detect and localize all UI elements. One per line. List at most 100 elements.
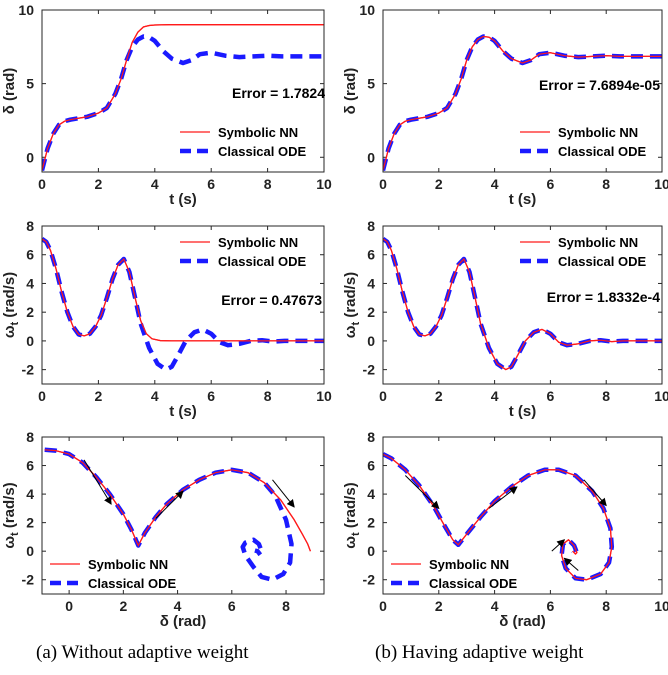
y-axis-label: ωt (rad/s) <box>342 482 362 548</box>
legend-label-classical: Classical ODE <box>429 576 517 591</box>
y-axis-label: ωt (rad/s) <box>1 482 21 548</box>
series-symbolic-nn-overlay <box>42 24 324 171</box>
x-tick-label: 6 <box>547 176 555 192</box>
x-tick-label: 10 <box>654 598 668 614</box>
legend-label-classical: Classical ODE <box>218 254 306 269</box>
y-axis-label: ωt (rad/s) <box>1 272 21 338</box>
x-tick-label: 4 <box>491 388 499 404</box>
legend: Symbolic NN Classical ODE <box>180 125 306 159</box>
y-tick-label: 2 <box>26 304 34 320</box>
x-tick-label: 0 <box>379 388 387 404</box>
y-tick-label: 0 <box>26 149 34 165</box>
x-axis-label: t (s) <box>509 403 537 420</box>
y-tick-label: -2 <box>22 362 35 378</box>
y-axis-label: δ (rad) <box>1 68 18 115</box>
plot-frame <box>382 436 663 595</box>
x-tick-label: 4 <box>151 176 159 192</box>
y-axis-label: ωt (rad/s) <box>342 272 362 338</box>
x-axis-label: t (s) <box>169 191 197 208</box>
chart-a-delta: 0 2 4 6 8 10 0 5 10 t (s) δ (rad) Error = 1.7824 Sym… <box>1 2 332 208</box>
x-tick-label: 0 <box>65 598 73 614</box>
series-symbolic-nn-overlay <box>42 238 324 342</box>
y-tick-label: 2 <box>367 515 375 531</box>
caption-b: (b) Having adaptive weight <box>375 642 584 663</box>
series-symbolic-nn-overlay <box>44 449 311 552</box>
x-tick-label: 8 <box>602 176 610 192</box>
legend-label-classical: Classical ODE <box>218 144 306 159</box>
y-tick-label: 8 <box>367 429 375 445</box>
y-tick-label: 6 <box>367 458 375 474</box>
x-tick-label: 6 <box>228 598 236 614</box>
x-tick-label: 2 <box>435 598 443 614</box>
y-tick-label: 10 <box>18 2 34 18</box>
legend-label-symbolic: Symbolic NN <box>218 235 298 250</box>
y-tick-label: -2 <box>22 572 35 588</box>
y-tick-label: 5 <box>26 76 34 92</box>
plot-frame <box>41 436 325 595</box>
series-symbolic-nn-overlay <box>383 238 662 371</box>
direction-arrow <box>272 479 295 508</box>
y-tick-label: 4 <box>367 275 375 291</box>
plot-frame <box>382 225 663 385</box>
plot-frame <box>41 9 325 173</box>
x-tick-label: 10 <box>316 388 332 404</box>
chart-a-phase: 0 2 4 6 8 -2 0 2 4 6 8 δ (rad) ωt (rad/s) Symbolic NN… <box>1 429 325 630</box>
y-tick-label: 0 <box>367 333 375 349</box>
x-tick-label: 2 <box>435 388 443 404</box>
y-tick-label: 8 <box>26 218 34 234</box>
direction-arrow <box>155 490 184 519</box>
y-tick-label: -2 <box>363 362 376 378</box>
x-tick-label: 8 <box>264 176 272 192</box>
x-tick-label: 6 <box>547 388 555 404</box>
error-annotation: Error = 1.8332e-4 <box>547 289 660 305</box>
direction-arrow <box>551 539 566 552</box>
x-tick-label: 6 <box>207 176 215 192</box>
error-annotation: Error = 0.47673 <box>221 292 322 308</box>
legend: Symbolic NN Classical ODE <box>391 557 517 591</box>
y-tick-label: 2 <box>367 304 375 320</box>
x-tick-label: 0 <box>379 176 387 192</box>
x-tick-label: 8 <box>282 598 290 614</box>
x-tick-label: 4 <box>491 598 499 614</box>
legend-label-classical: Classical ODE <box>558 254 646 269</box>
y-tick-label: 6 <box>367 247 375 263</box>
chart-b-delta: 0 2 4 6 8 10 0 5 10 t (s) δ (rad) Error = 7.6894e-0… <box>342 2 668 208</box>
y-tick-label: 4 <box>367 486 375 502</box>
y-tick-label: 6 <box>26 247 34 263</box>
direction-arrow <box>488 486 518 509</box>
y-tick-label: 6 <box>26 458 34 474</box>
legend-label-symbolic: Symbolic NN <box>218 125 298 140</box>
direction-arrow <box>404 475 440 510</box>
y-tick-label: 0 <box>367 543 375 559</box>
x-axis-label: t (s) <box>169 403 197 420</box>
direction-arrow <box>563 557 579 571</box>
legend: Symbolic NN Classical ODE <box>520 125 646 159</box>
x-tick-label: 4 <box>491 176 499 192</box>
x-tick-label: 0 <box>38 176 46 192</box>
x-tick-label: 2 <box>119 598 127 614</box>
y-tick-label: 8 <box>26 429 34 445</box>
x-tick-label: 10 <box>654 388 668 404</box>
legend: Symbolic NN Classical ODE <box>520 235 646 269</box>
series-symbolic-nn-overlay <box>383 35 662 171</box>
y-tick-label: -2 <box>363 572 376 588</box>
x-tick-label: 8 <box>264 388 272 404</box>
x-axis-label: δ (rad) <box>499 613 546 630</box>
x-tick-label: 2 <box>95 176 103 192</box>
x-tick-label: 10 <box>316 176 332 192</box>
y-tick-label: 8 <box>367 218 375 234</box>
x-tick-label: 8 <box>602 598 610 614</box>
y-tick-label: 0 <box>26 333 34 349</box>
x-tick-label: 6 <box>547 598 555 614</box>
x-tick-label: 0 <box>38 388 46 404</box>
y-tick-label: 4 <box>26 486 34 502</box>
x-tick-label: 0 <box>379 598 387 614</box>
plot-frame <box>382 9 663 173</box>
x-tick-label: 4 <box>174 598 182 614</box>
direction-arrow <box>583 479 607 507</box>
y-tick-label: 0 <box>26 543 34 559</box>
x-axis-label: t (s) <box>509 191 537 208</box>
